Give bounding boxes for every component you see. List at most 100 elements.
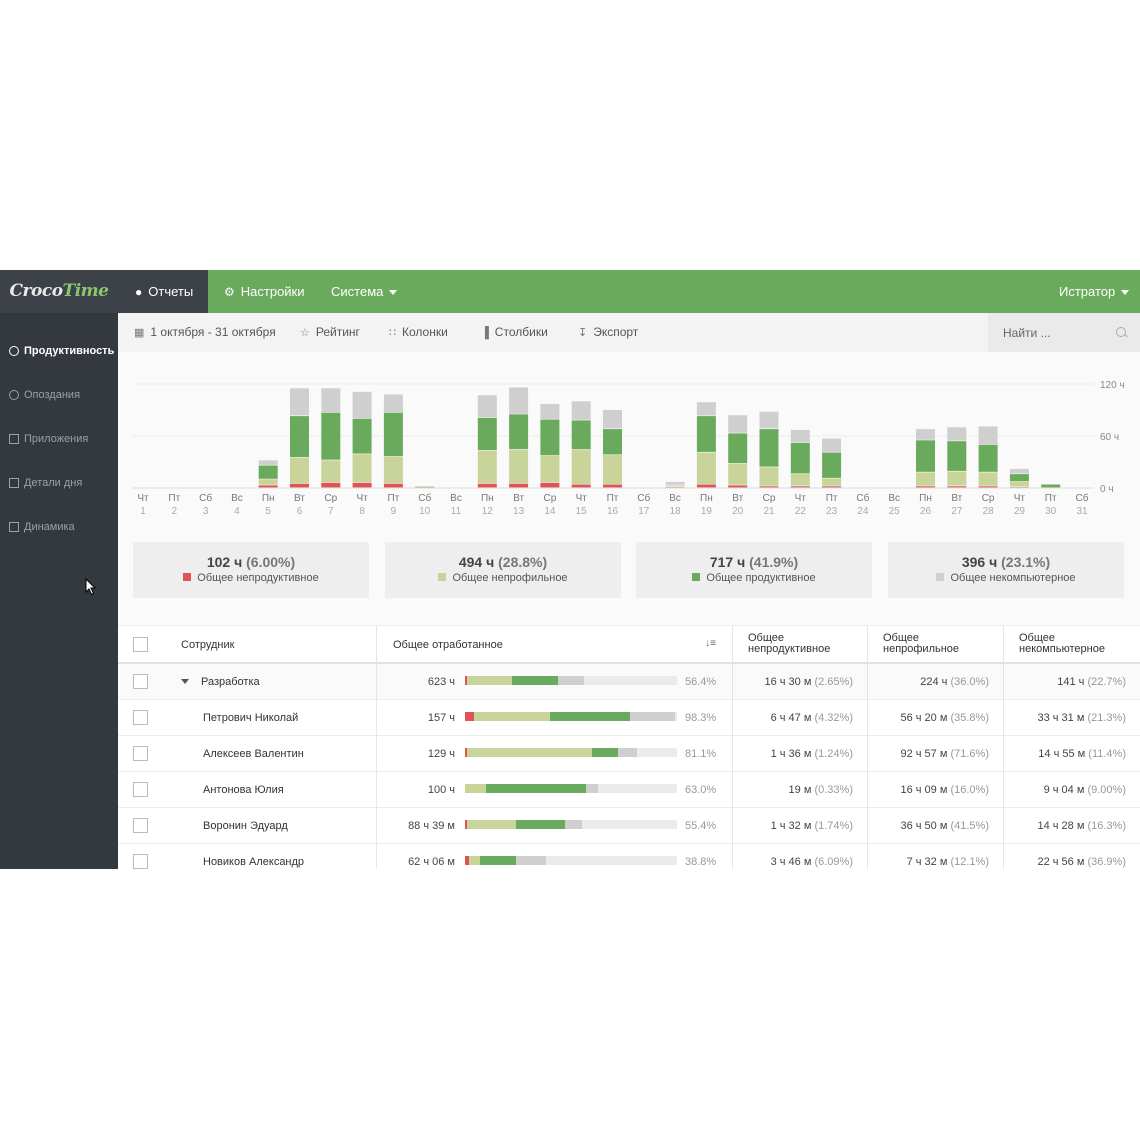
chart-bar-segment xyxy=(258,465,278,479)
total-percent: 98.3% xyxy=(685,712,717,724)
summary-label: Общее продуктивное xyxy=(706,572,816,584)
bar-segment xyxy=(592,748,618,757)
sidebar-item-label: Динамика xyxy=(24,521,75,533)
bar-segment xyxy=(564,820,582,829)
column-unproductive[interactable]: Общее непродуктивное xyxy=(732,626,867,663)
sidebar-item-label: Продуктивность xyxy=(24,345,115,357)
column-total[interactable]: Общее отработанное ↓≡ xyxy=(376,626,732,663)
table-group-row[interactable]: Разработка 623 ч 56.4% 16 ч 30 м (2.65%) 224… xyxy=(118,664,1140,700)
tab-settings[interactable]: ⚙ Настройки xyxy=(224,270,305,313)
x-tick-weekday: Пн xyxy=(262,493,275,504)
x-tick-day: 7 xyxy=(328,506,334,517)
x-tick-day: 4 xyxy=(234,506,240,517)
column-employee[interactable]: Сотрудник xyxy=(165,626,376,663)
x-tick-day: 28 xyxy=(983,506,995,517)
select-all-checkbox[interactable] xyxy=(133,637,148,652)
sidebar-item-productivity[interactable]: Продуктивность xyxy=(9,341,114,361)
sidebar-item-applications[interactable]: Приложения xyxy=(9,429,88,449)
collapse-icon[interactable] xyxy=(181,679,189,684)
total-hours: 62 ч 06 м xyxy=(408,856,455,868)
bar-segment xyxy=(467,748,593,757)
chart-bar-segment xyxy=(477,417,497,451)
value-percent: (9.00%) xyxy=(1087,784,1126,796)
date-range-picker[interactable]: ▦ 1 октября - 31 октября xyxy=(134,313,276,352)
table-row[interactable]: Петрович Николай 157 ч 98.3% 6 ч 47 м (4.32… xyxy=(118,700,1140,736)
x-tick-weekday: Ср xyxy=(982,493,995,504)
tab-system[interactable]: Система xyxy=(331,270,398,313)
chart-bar-segment xyxy=(603,410,622,429)
noncomputer-cell: 9 ч 04 м (9.00%) xyxy=(1003,772,1140,808)
nonprofile-cell: 56 ч 20 м (35.8%) xyxy=(867,700,1003,736)
chart-bar-segment xyxy=(477,395,497,418)
app-window: CrocoTime ● Отчеты ⚙ Настройки Система Ист… xyxy=(0,270,1140,869)
columns-button[interactable]: ∷ Колонки xyxy=(389,313,448,352)
search-input[interactable] xyxy=(988,313,1123,352)
bars-label: Столбики xyxy=(494,325,548,339)
summary-panel: 102 ч (6.00%) Общее непродуктивное 494 ч… xyxy=(118,532,1140,625)
crocotime-logo[interactable]: CrocoTime xyxy=(0,270,118,313)
x-tick-day: 21 xyxy=(763,506,775,517)
chart-bar-segment xyxy=(665,481,685,485)
total-hours: 129 ч xyxy=(427,748,455,760)
chart-bar-segment xyxy=(509,387,529,414)
x-tick-weekday: Пт xyxy=(168,493,180,504)
y-tick-label: 60 ч xyxy=(1100,432,1119,443)
nonprofile-cell: 92 ч 57 м (71.6%) xyxy=(867,736,1003,772)
tab-reports[interactable]: ● Отчеты xyxy=(118,270,208,313)
column-noncomputer[interactable]: Общее некомпьютерное xyxy=(1003,626,1140,663)
legend-swatch-gray xyxy=(936,573,945,581)
x-tick-day: 27 xyxy=(951,506,963,517)
x-tick-day: 20 xyxy=(732,506,744,517)
employee-cell: Антонова Юлия xyxy=(165,772,376,808)
column-nonprofile[interactable]: Общее непрофильное xyxy=(867,626,1003,663)
chart-bar-segment xyxy=(571,420,591,450)
row-checkbox[interactable] xyxy=(133,710,148,725)
table-row[interactable]: Воронин Эдуард 88 ч 39 м 55.4% 1 ч 32 м (1.… xyxy=(118,808,1140,844)
column-noncomputer-label-2: некомпьютерное xyxy=(1019,643,1105,655)
chart-bar-segment xyxy=(1009,481,1029,487)
bars-button[interactable]: ▐ Столбики xyxy=(481,313,548,352)
x-tick-weekday: Пт xyxy=(1045,493,1057,504)
sidebar-item-day-details[interactable]: Детали дня xyxy=(9,473,82,493)
total-hours: 100 ч xyxy=(427,784,455,796)
table-row[interactable]: Антонова Юлия 100 ч 63.0% 19 м (0.33%) 16 ч … xyxy=(118,772,1140,808)
value-percent: (71.6%) xyxy=(950,748,989,760)
summary-label: Общее непрофильное xyxy=(452,572,568,584)
chart-bar-segment xyxy=(947,486,967,488)
noncomputer-cell: 33 ч 31 м (21.3%) xyxy=(1003,700,1140,736)
value-percent: (16.3%) xyxy=(1087,820,1126,832)
column-total-label: Общее отработанное xyxy=(393,639,503,651)
chart-bar-segment xyxy=(665,485,685,487)
rating-button[interactable]: ☆ Рейтинг xyxy=(300,313,360,352)
row-checkbox[interactable] xyxy=(133,818,148,833)
tab-system-label: Система xyxy=(331,284,384,299)
x-tick-weekday: Вт xyxy=(951,493,962,504)
row-checkbox[interactable] xyxy=(133,854,148,869)
chart-bar-segment xyxy=(1009,468,1029,474)
table-row[interactable]: Алексеев Валентин 129 ч 81.1% 1 ч 36 м (1.2… xyxy=(118,736,1140,772)
sort-desc-icon[interactable]: ↓≡ xyxy=(705,638,716,649)
search-icon[interactable] xyxy=(1116,327,1126,337)
bar-segment xyxy=(465,712,474,721)
legend-swatch-red xyxy=(183,573,192,581)
export-button[interactable]: ↧ Экспорт xyxy=(578,313,638,352)
user-menu[interactable]: Истратор xyxy=(1059,270,1130,313)
gauge-icon xyxy=(9,346,19,356)
x-tick-weekday: Сб xyxy=(856,492,869,504)
chevron-down-icon xyxy=(1121,290,1130,296)
sidebar-item-lateness[interactable]: Опоздания xyxy=(9,385,80,405)
row-checkbox[interactable] xyxy=(133,782,148,797)
value: 16 ч 09 м xyxy=(900,784,948,796)
row-checkbox[interactable] xyxy=(133,746,148,761)
chart-bar-segment xyxy=(790,429,810,443)
row-checkbox[interactable] xyxy=(133,674,148,689)
chart-bar-segment xyxy=(978,444,998,472)
sidebar-item-dynamics[interactable]: Динамика xyxy=(9,517,75,537)
x-tick-weekday: Чт xyxy=(1014,493,1026,504)
value: 14 ч 55 м xyxy=(1038,748,1086,760)
table-row[interactable]: Новиков Александр 62 ч 06 м 38.8% 3 ч 46 м … xyxy=(118,844,1140,869)
chart-bar-segment xyxy=(477,450,497,483)
legend-swatch-green xyxy=(692,573,701,581)
summary-value: 717 ч xyxy=(709,554,746,570)
total-cell: 157 ч 98.3% xyxy=(376,700,732,736)
